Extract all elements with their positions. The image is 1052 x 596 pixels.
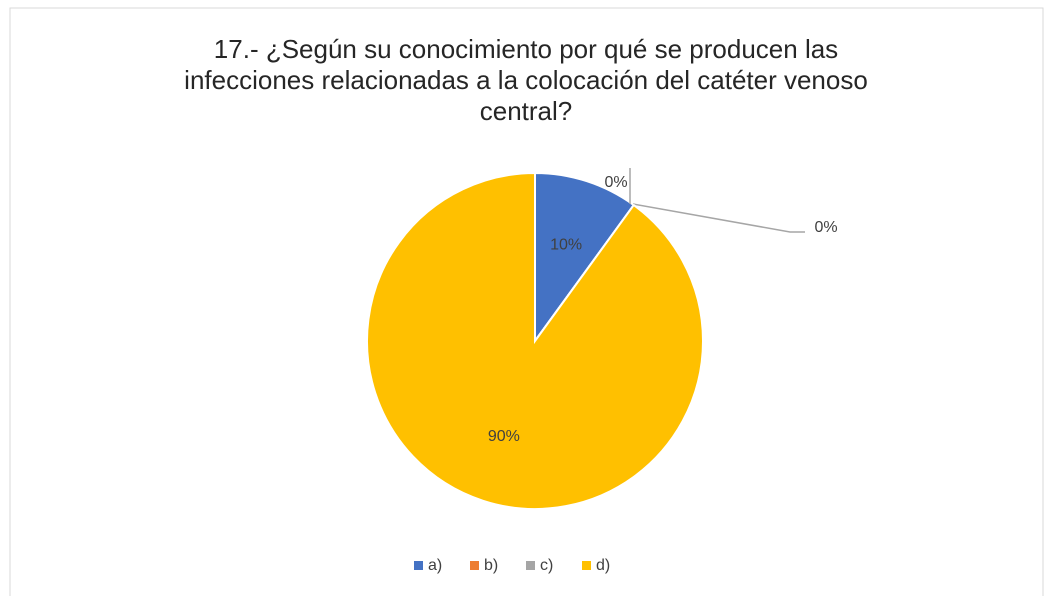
chart-title: 17.- ¿Según su conocimiento por qué se p… xyxy=(184,34,868,126)
pie-slice xyxy=(366,171,704,510)
legend-label: c) xyxy=(540,557,553,574)
legend-label: d) xyxy=(596,557,610,574)
chart-frame xyxy=(9,7,1044,596)
legend-label: a) xyxy=(428,557,442,574)
data-label: 0% xyxy=(814,219,837,236)
leader-line xyxy=(632,203,805,233)
data-label: 0% xyxy=(604,174,627,191)
legend-label: b) xyxy=(484,557,498,574)
pie-slice xyxy=(534,171,636,345)
data-label: 90% xyxy=(488,428,520,445)
data-label: 10% xyxy=(550,236,582,253)
legend-swatch xyxy=(414,561,423,570)
title-box: 17.- ¿Según su conocimiento por qué se p… xyxy=(0,34,1052,127)
legend-swatch xyxy=(526,561,535,570)
legend-swatch xyxy=(470,561,479,570)
legend-swatch xyxy=(582,561,591,570)
